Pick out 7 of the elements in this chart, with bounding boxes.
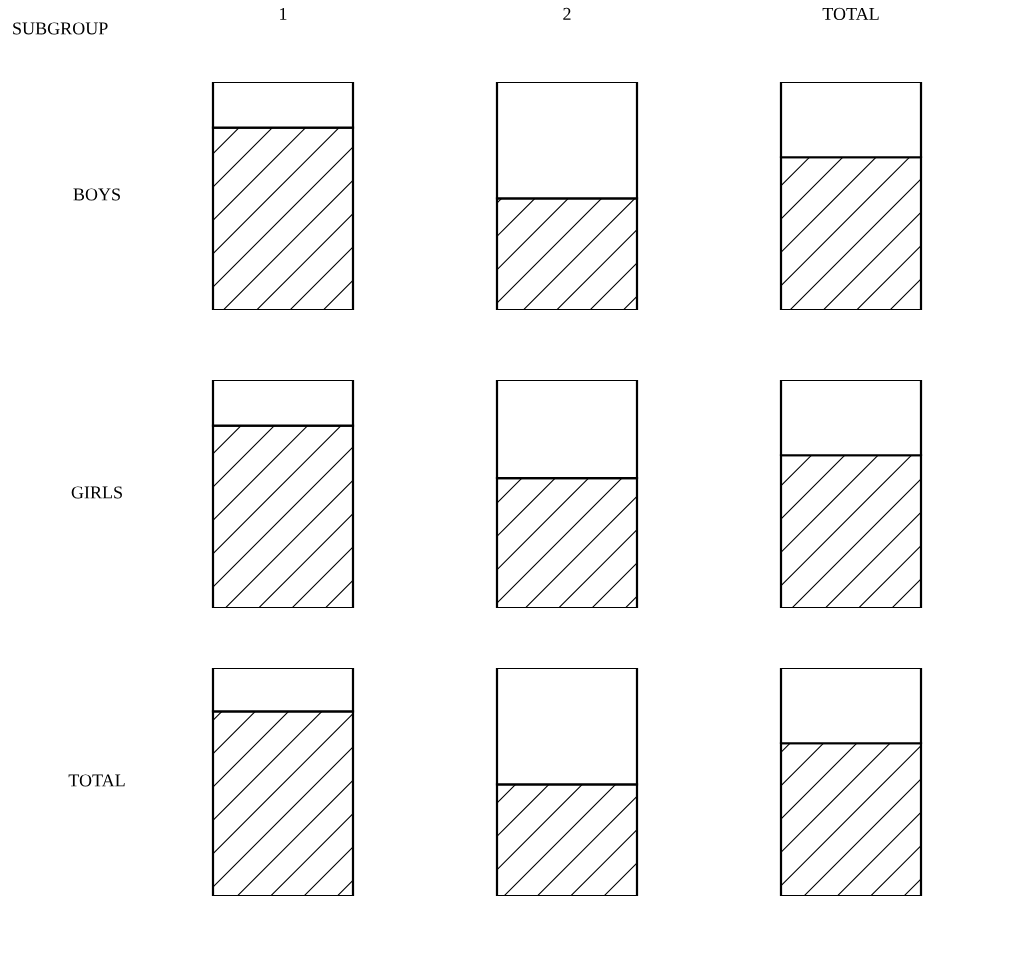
x-tick-label: 1: [280, 7, 287, 20]
y-axis-title: BOYS: [73, 188, 120, 201]
x-tick-label: 2: [563, 7, 571, 20]
text: SUBGROUP: [13, 22, 108, 35]
y-axis-title: GIRLS: [71, 486, 122, 499]
x-tick-label: TOTAL: [822, 7, 879, 20]
y-axis-title: TOTAL: [68, 774, 125, 787]
